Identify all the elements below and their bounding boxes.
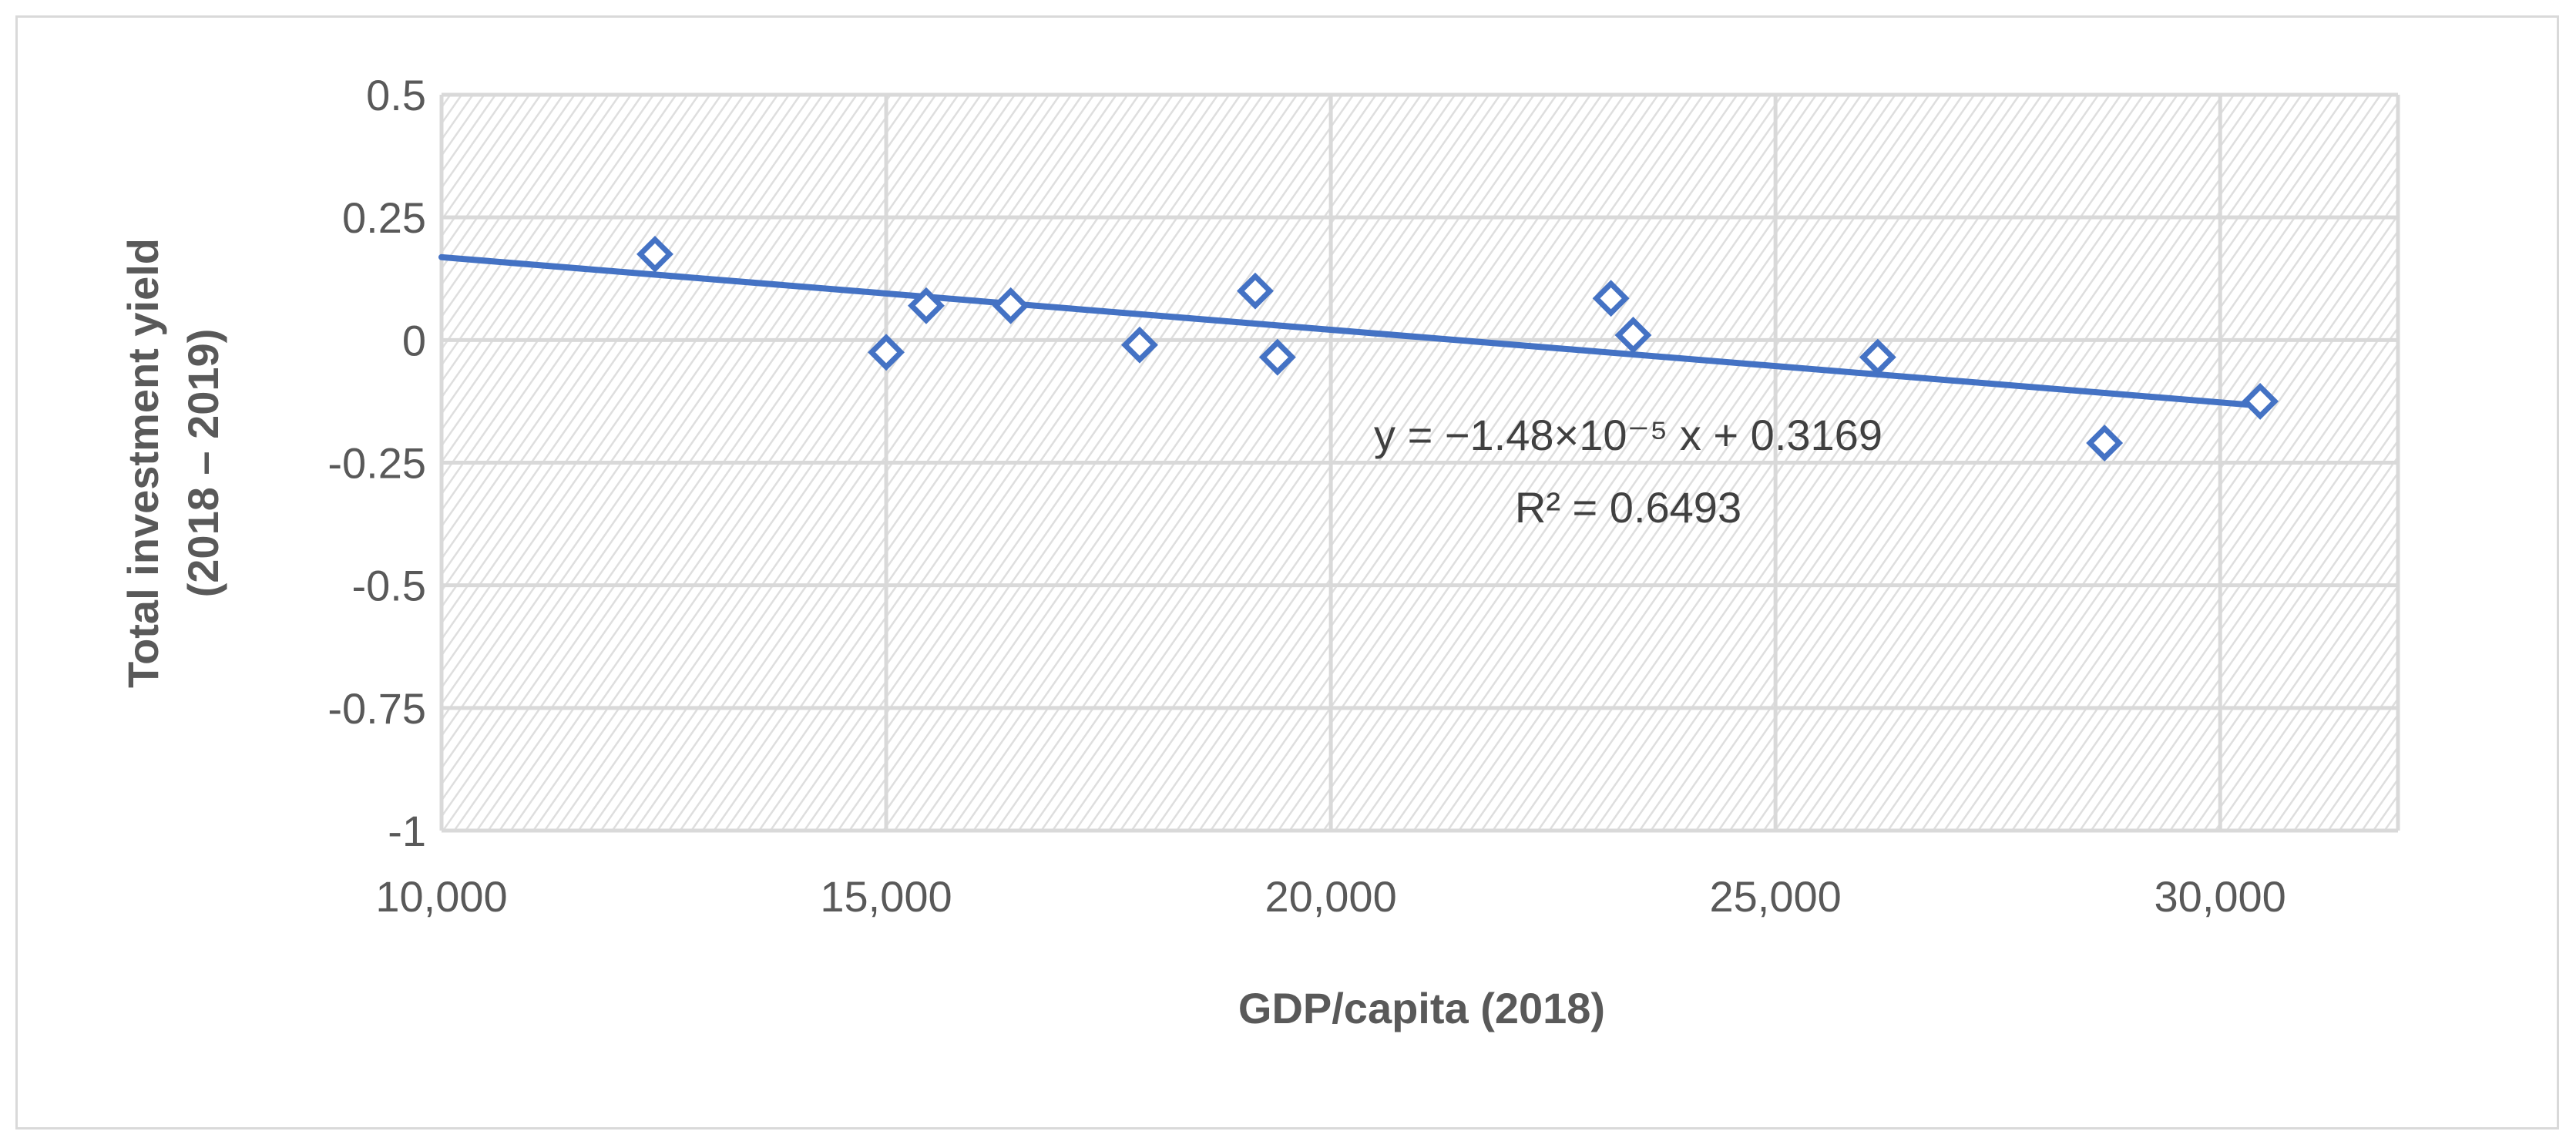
trendline-equation: y = −1.48×10⁻⁵ x + 0.3169 (1374, 411, 1882, 459)
data-point (1237, 272, 1274, 310)
data-points (636, 235, 2279, 462)
trendline (438, 253, 2264, 409)
x-tick-label: 20,000 (1264, 872, 1396, 921)
data-point (636, 235, 673, 273)
data-point (1859, 338, 1896, 376)
data-point (1614, 317, 1652, 354)
data-point (1592, 280, 1630, 317)
trendline-group (438, 253, 2264, 409)
y-axis-ticks: 0.5 0.25 0 -0.25 -0.5 -0.75 -1 (327, 71, 426, 855)
x-tick-label: 15,000 (820, 872, 952, 921)
y-tick-label: 0.25 (342, 193, 426, 242)
x-tick-label: 25,000 (1709, 872, 1841, 921)
y-tick-label: 0.5 (366, 71, 426, 119)
x-tick-label: 10,000 (375, 872, 507, 921)
data-point (1121, 326, 1158, 364)
data-point (908, 287, 945, 324)
y-tick-label: -0.5 (352, 562, 427, 610)
data-point (868, 334, 905, 371)
trendline-r2: R² = 0.6493 (1515, 483, 1741, 532)
scatter-chart: 0.5 0.25 0 -0.25 -0.5 -0.75 -1 10,000 15,000 20,… (119, 71, 2400, 1032)
data-point (2086, 425, 2124, 462)
y-tick-label: -0.75 (327, 684, 426, 733)
chart-frame: 0.5 0.25 0 -0.25 -0.5 -0.75 -1 10,000 15,000 20,… (15, 15, 2559, 1130)
y-tick-label: -1 (388, 807, 426, 855)
y-axis-title-line-2: (2018 – 2019) (179, 329, 227, 598)
x-axis-title: GDP/capita (2018) (1238, 984, 1605, 1032)
data-point (2242, 382, 2279, 420)
y-tick-label: -0.25 (327, 439, 426, 488)
data-point (1258, 338, 1296, 376)
data-point (992, 287, 1029, 324)
x-tick-label: 30,000 (2155, 872, 2286, 921)
y-axis-title-line-1: Total investment yield (119, 238, 167, 688)
y-tick-label: 0 (402, 316, 426, 364)
x-axis-ticks: 10,000 15,000 20,000 25,000 30,000 (375, 872, 2285, 921)
